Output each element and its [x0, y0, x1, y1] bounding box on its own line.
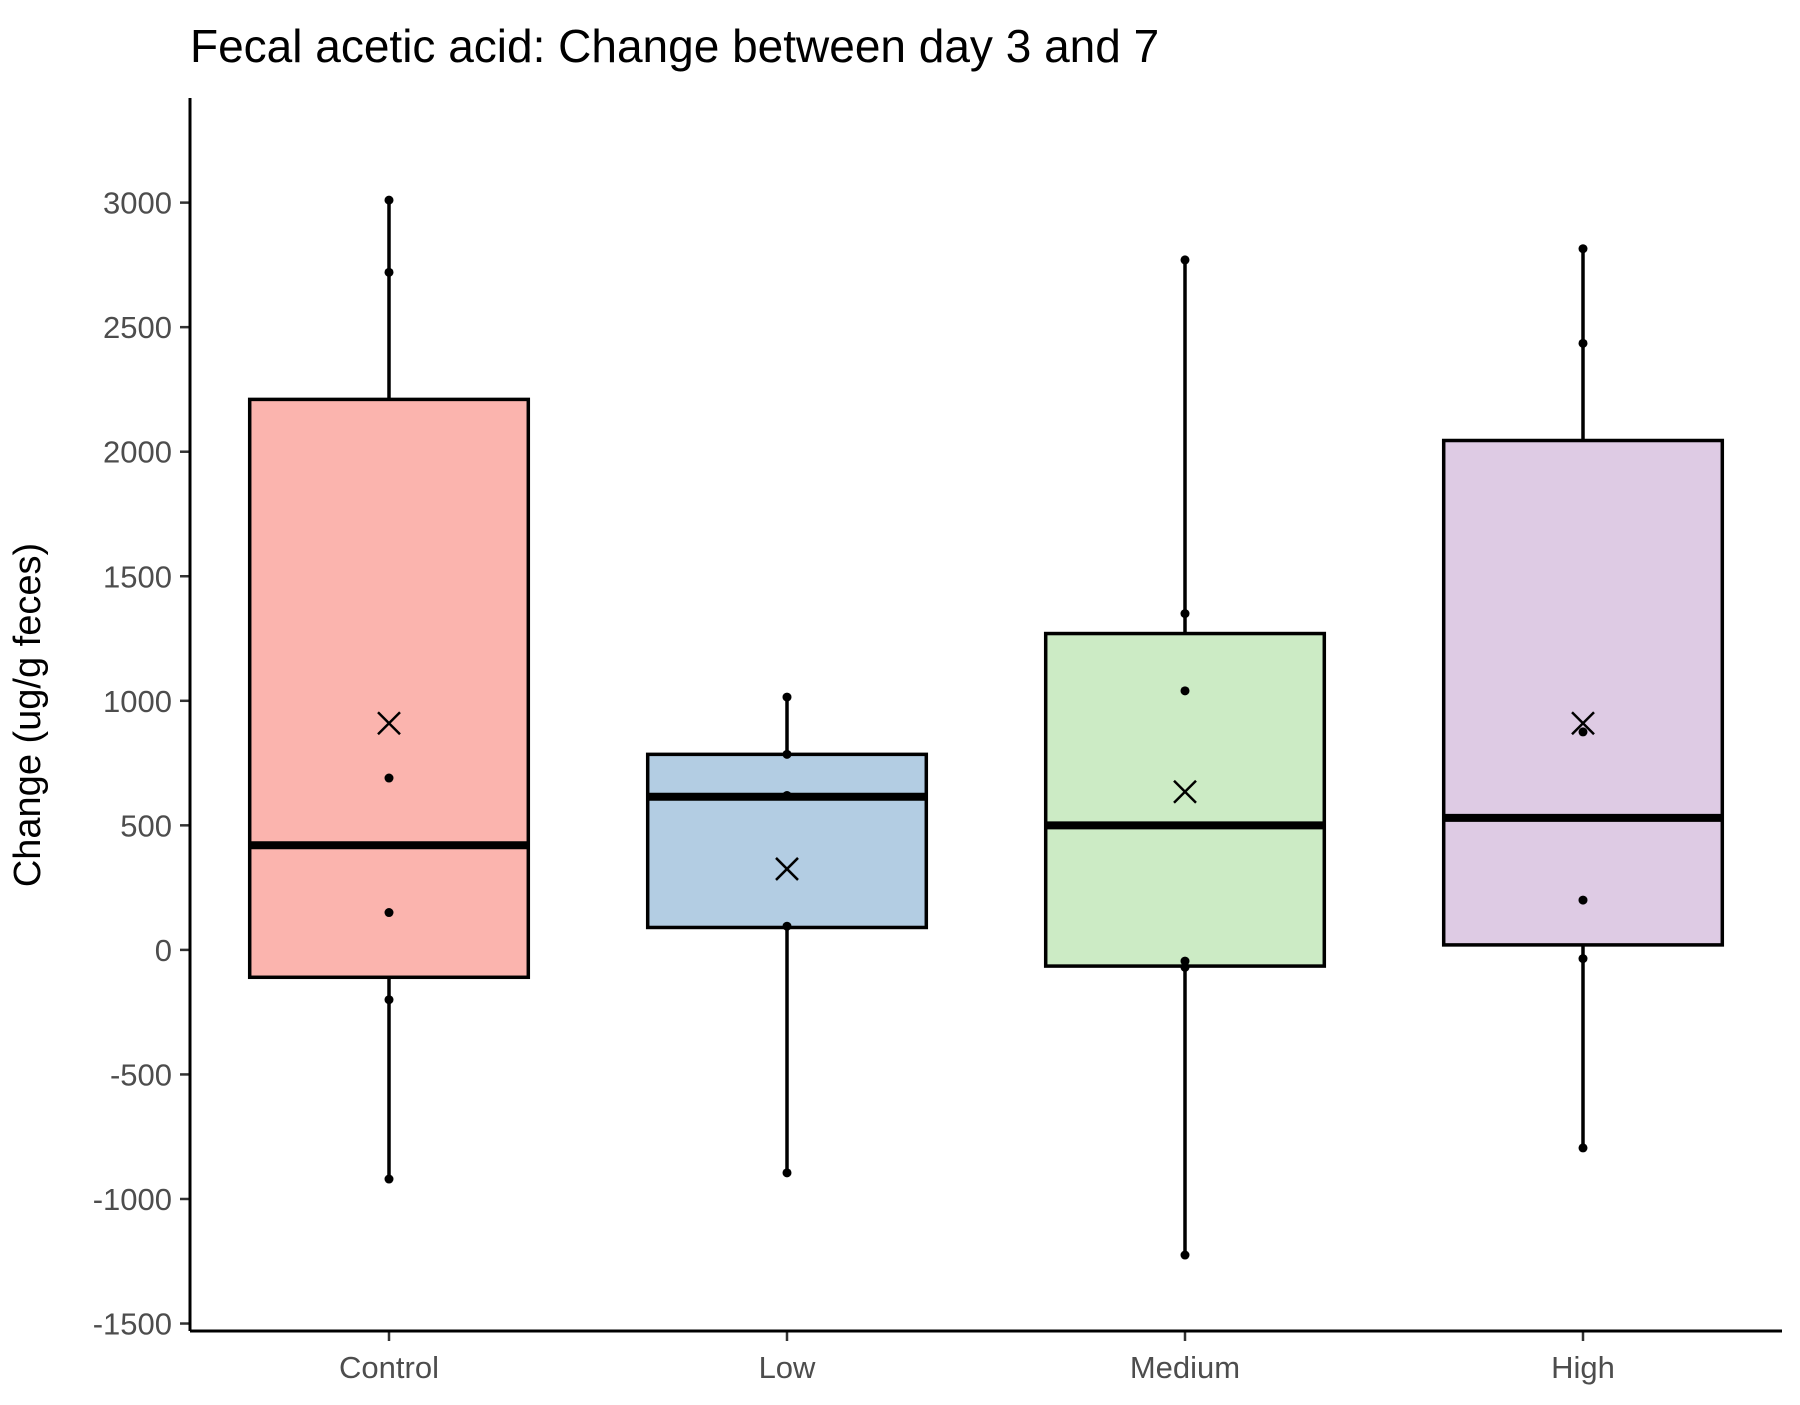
data-point	[1578, 727, 1588, 737]
data-point	[384, 995, 394, 1005]
x-tick-label: High	[1551, 1350, 1615, 1385]
mean-marker	[775, 857, 799, 881]
data-point	[384, 195, 394, 205]
x-axis-ticks: Control Low Medium High	[339, 1331, 1615, 1385]
data-point	[1578, 244, 1588, 254]
data-point	[782, 921, 792, 931]
box-group-low	[645, 692, 929, 1178]
box	[645, 752, 929, 930]
data-point	[1578, 895, 1588, 905]
data-point	[1578, 338, 1588, 348]
x-tick-label: Control	[339, 1350, 439, 1385]
box-group-high	[1441, 244, 1725, 1153]
y-tick-label: -1000	[93, 1182, 172, 1217]
data-point	[1578, 1143, 1588, 1153]
data-point	[384, 908, 394, 918]
boxes-layer	[247, 195, 1725, 1260]
x-tick-label: Medium	[1130, 1350, 1240, 1385]
y-tick-label: 1000	[103, 684, 172, 719]
y-tick-label: -1500	[93, 1307, 172, 1342]
y-tick-label: 500	[120, 808, 172, 843]
mean-marker	[1173, 779, 1197, 804]
y-tick-label: 0	[155, 933, 172, 968]
data-point	[384, 1174, 394, 1184]
y-tick-label: 1500	[103, 559, 172, 594]
x-tick-label: Low	[759, 1350, 816, 1385]
y-axis-ticks: -1500 -1000 -500 0 500 1000 1500 2000 2500 3000	[93, 186, 190, 1342]
y-tick-label: 2000	[103, 435, 172, 470]
box	[1441, 438, 1725, 947]
y-axis-title: Change (ug/g feces)	[7, 543, 49, 887]
mean-marker	[1571, 711, 1595, 736]
y-tick-label: 2500	[103, 310, 172, 345]
y-tick-label: -500	[110, 1057, 172, 1092]
data-point	[1180, 1250, 1190, 1260]
data-point	[384, 267, 394, 277]
mean-marker-stroke	[1571, 711, 1595, 736]
box	[1043, 631, 1327, 968]
data-point	[1180, 255, 1190, 265]
box	[247, 397, 531, 980]
box-group-medium	[1043, 255, 1327, 1260]
mean-marker	[377, 711, 401, 736]
box-group-control	[247, 195, 531, 1184]
data-point	[1180, 962, 1190, 972]
mean-marker-stroke	[1173, 779, 1197, 804]
data-point	[1578, 954, 1588, 964]
data-point	[782, 692, 792, 702]
data-point	[782, 790, 792, 800]
mean-marker-stroke	[775, 857, 799, 881]
chart-title: Fecal acetic acid: Change between day 3 …	[190, 20, 1159, 72]
data-point	[1180, 686, 1190, 696]
mean-marker-stroke	[377, 711, 401, 736]
data-point	[1180, 609, 1190, 619]
data-point	[1180, 956, 1190, 966]
data-point	[384, 773, 394, 783]
y-tick-label: 3000	[103, 186, 172, 221]
data-point	[782, 1168, 792, 1178]
data-point	[782, 749, 792, 759]
